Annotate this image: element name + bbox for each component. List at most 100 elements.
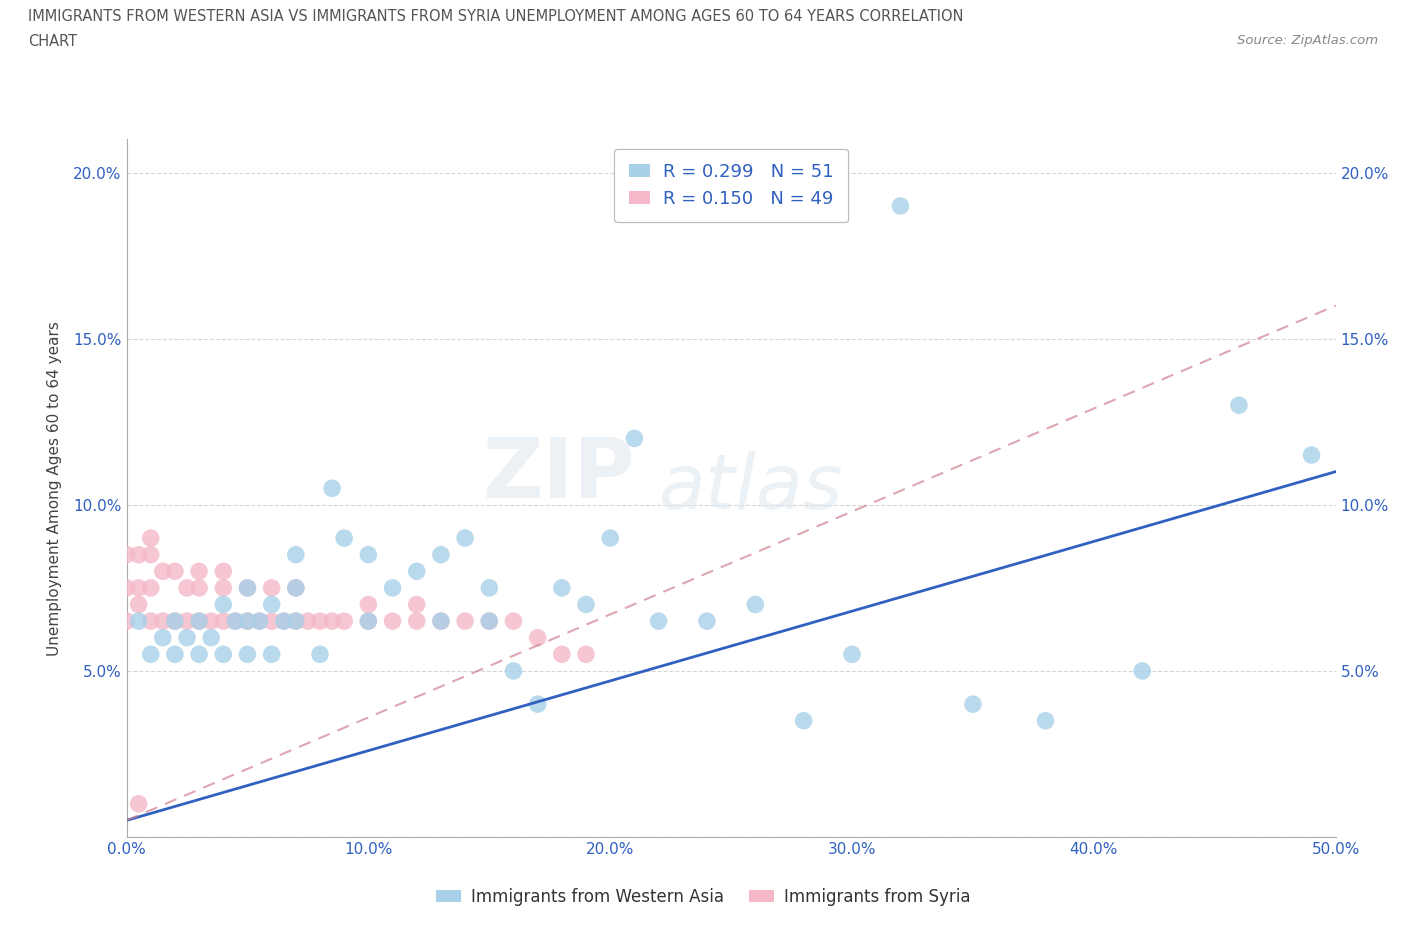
Point xyxy=(188,564,211,578)
Point xyxy=(249,614,271,629)
Point xyxy=(357,614,380,629)
Point xyxy=(200,631,222,645)
Point xyxy=(163,614,186,629)
Point xyxy=(575,647,598,662)
Text: atlas: atlas xyxy=(658,451,844,525)
Point xyxy=(841,647,863,662)
Point xyxy=(260,614,283,629)
Point xyxy=(284,580,307,595)
Point xyxy=(309,647,332,662)
Point xyxy=(284,580,307,595)
Point xyxy=(502,614,524,629)
Point xyxy=(188,580,211,595)
Point xyxy=(357,547,380,562)
Point xyxy=(188,614,211,629)
Point xyxy=(249,614,271,629)
Point xyxy=(381,580,404,595)
Point xyxy=(478,580,501,595)
Point xyxy=(551,647,574,662)
Point xyxy=(430,614,453,629)
Point xyxy=(260,580,283,595)
Point xyxy=(176,614,198,629)
Point xyxy=(333,531,356,546)
Point xyxy=(176,580,198,595)
Point xyxy=(236,614,259,629)
Point xyxy=(115,614,138,629)
Point xyxy=(297,614,319,629)
Point xyxy=(696,614,718,629)
Point xyxy=(321,614,343,629)
Text: ZIP: ZIP xyxy=(482,433,634,515)
Point xyxy=(128,547,150,562)
Point xyxy=(357,614,380,629)
Point xyxy=(962,697,984,711)
Point xyxy=(889,198,911,213)
Point xyxy=(1035,713,1057,728)
Point xyxy=(357,597,380,612)
Point xyxy=(224,614,246,629)
Point xyxy=(260,597,283,612)
Point xyxy=(454,531,477,546)
Point xyxy=(163,564,186,578)
Point xyxy=(212,614,235,629)
Point xyxy=(284,614,307,629)
Point xyxy=(139,647,162,662)
Point xyxy=(152,631,174,645)
Point xyxy=(188,614,211,629)
Legend: R = 0.299   N = 51, R = 0.150   N = 49: R = 0.299 N = 51, R = 0.150 N = 49 xyxy=(614,149,848,222)
Point xyxy=(309,614,332,629)
Point xyxy=(128,597,150,612)
Point xyxy=(128,580,150,595)
Point xyxy=(152,564,174,578)
Point xyxy=(623,431,645,445)
Point xyxy=(284,614,307,629)
Point xyxy=(236,647,259,662)
Point xyxy=(1227,398,1250,413)
Point xyxy=(1130,663,1153,678)
Point xyxy=(599,531,621,546)
Point xyxy=(163,647,186,662)
Point xyxy=(526,697,548,711)
Point xyxy=(647,614,669,629)
Point xyxy=(478,614,501,629)
Point xyxy=(430,547,453,562)
Point xyxy=(115,547,138,562)
Point xyxy=(405,614,427,629)
Point xyxy=(188,647,211,662)
Point xyxy=(212,647,235,662)
Point xyxy=(139,580,162,595)
Point xyxy=(236,580,259,595)
Point xyxy=(212,564,235,578)
Point xyxy=(454,614,477,629)
Text: Source: ZipAtlas.com: Source: ZipAtlas.com xyxy=(1237,34,1378,47)
Point xyxy=(478,614,501,629)
Point xyxy=(284,547,307,562)
Point xyxy=(152,614,174,629)
Point xyxy=(575,597,598,612)
Y-axis label: Unemployment Among Ages 60 to 64 years: Unemployment Among Ages 60 to 64 years xyxy=(48,321,62,656)
Point xyxy=(224,614,246,629)
Point xyxy=(1301,447,1323,462)
Point xyxy=(744,597,766,612)
Point xyxy=(273,614,295,629)
Point xyxy=(793,713,815,728)
Point xyxy=(128,796,150,811)
Point xyxy=(163,614,186,629)
Point xyxy=(526,631,548,645)
Point xyxy=(176,631,198,645)
Point xyxy=(260,647,283,662)
Point xyxy=(405,597,427,612)
Point xyxy=(430,614,453,629)
Point xyxy=(139,547,162,562)
Point xyxy=(115,580,138,595)
Point xyxy=(502,663,524,678)
Point xyxy=(236,614,259,629)
Point xyxy=(381,614,404,629)
Point xyxy=(139,531,162,546)
Point xyxy=(236,580,259,595)
Text: IMMIGRANTS FROM WESTERN ASIA VS IMMIGRANTS FROM SYRIA UNEMPLOYMENT AMONG AGES 60: IMMIGRANTS FROM WESTERN ASIA VS IMMIGRAN… xyxy=(28,9,963,24)
Point xyxy=(333,614,356,629)
Point xyxy=(551,580,574,595)
Point xyxy=(273,614,295,629)
Point xyxy=(212,597,235,612)
